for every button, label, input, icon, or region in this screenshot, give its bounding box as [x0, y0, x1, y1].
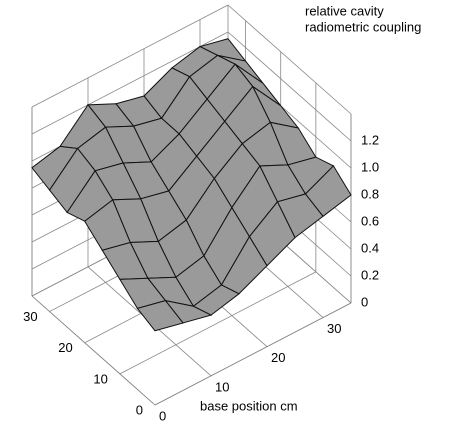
y-tick-label: 10: [93, 371, 107, 386]
x-tick-label: 0: [159, 408, 166, 423]
z-tick-label: 0.4: [361, 240, 379, 255]
chart-title: radiometric coupling: [305, 19, 421, 34]
grid-line: [31, 31, 229, 135]
y-tick-label: 30: [23, 309, 37, 324]
grid-line: [154, 302, 352, 406]
box-edge: [31, 4, 229, 108]
y-tick-label: 0: [136, 402, 143, 417]
z-tick-label: 1.2: [361, 132, 379, 147]
x-tick-label: 10: [215, 379, 229, 394]
z-tick-label: 0.8: [361, 186, 379, 201]
x-tick-label: 30: [327, 321, 341, 336]
x-axis-label: base position cm: [200, 398, 298, 413]
chart-title: relative cavity: [305, 3, 384, 18]
z-tick-label: 0: [361, 294, 368, 309]
grid-line: [119, 271, 317, 375]
box-edge: [227, 4, 352, 115]
grid-line: [227, 31, 352, 142]
z-tick-label: 0.6: [361, 213, 379, 228]
grid-line: [31, 295, 156, 406]
z-tick-label: 1.0: [361, 159, 379, 174]
y-tick-label: 20: [58, 340, 72, 355]
z-tick-label: 0.2: [361, 267, 379, 282]
surface-patch: [136, 300, 184, 332]
x-tick-label: 20: [271, 350, 285, 365]
